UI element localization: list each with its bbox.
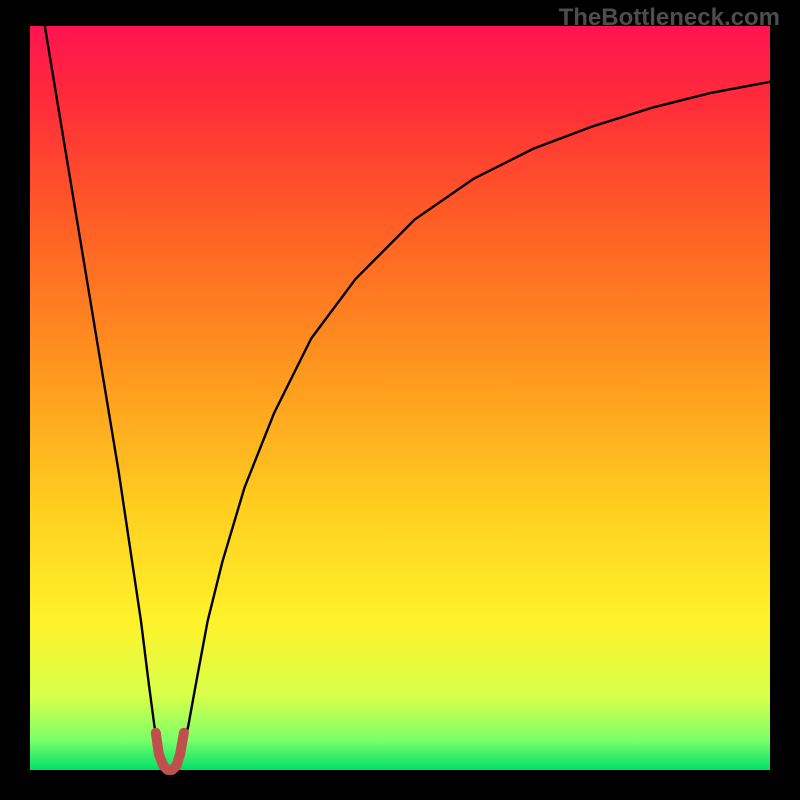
- gradient-background: [30, 26, 770, 770]
- chart-frame: TheBottleneck.com: [0, 0, 800, 800]
- bottleneck-curve-plot: [0, 0, 800, 800]
